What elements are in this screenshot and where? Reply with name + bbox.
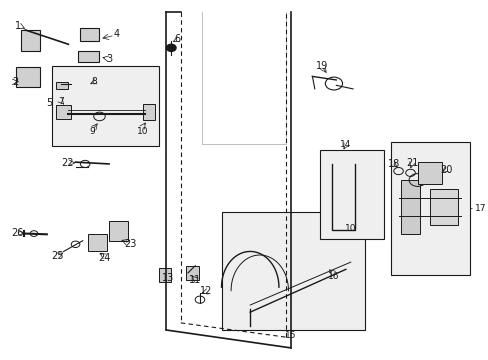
Text: 19: 19 xyxy=(315,61,327,71)
Bar xyxy=(390,143,469,275)
Text: 15: 15 xyxy=(285,331,296,340)
Text: 8: 8 xyxy=(92,77,98,86)
Text: 5: 5 xyxy=(46,98,52,108)
Text: 20: 20 xyxy=(439,165,452,175)
Bar xyxy=(109,221,128,241)
Text: 21: 21 xyxy=(405,158,417,168)
Text: 16: 16 xyxy=(327,272,339,281)
Bar xyxy=(400,180,419,234)
Circle shape xyxy=(30,231,38,237)
Text: 11: 11 xyxy=(189,275,201,285)
Text: 25: 25 xyxy=(52,251,64,261)
Text: 9: 9 xyxy=(89,127,95,136)
Text: 13: 13 xyxy=(162,273,174,283)
Bar xyxy=(52,66,159,146)
Circle shape xyxy=(166,44,176,51)
Text: 7: 7 xyxy=(58,97,64,106)
Text: 18: 18 xyxy=(387,159,399,169)
Text: 1: 1 xyxy=(15,21,21,31)
Text: 17: 17 xyxy=(474,204,486,213)
Bar xyxy=(142,104,154,120)
Bar xyxy=(221,212,365,330)
Text: 22: 22 xyxy=(61,158,74,168)
Text: 23: 23 xyxy=(124,239,137,249)
Bar xyxy=(429,189,457,225)
Bar xyxy=(185,266,199,280)
Text: 12: 12 xyxy=(200,287,212,296)
Bar xyxy=(56,105,71,119)
Text: 26: 26 xyxy=(11,228,23,238)
Text: 6: 6 xyxy=(174,34,180,44)
Text: 10: 10 xyxy=(137,127,148,136)
Text: 3: 3 xyxy=(106,54,112,64)
Text: 10: 10 xyxy=(344,224,356,233)
Text: 2: 2 xyxy=(13,77,19,87)
Bar xyxy=(87,234,106,251)
Bar xyxy=(20,30,40,51)
Bar xyxy=(319,150,384,239)
Bar xyxy=(159,267,171,282)
Bar xyxy=(56,82,68,89)
Bar xyxy=(417,162,441,184)
Bar xyxy=(80,28,99,41)
Text: 24: 24 xyxy=(98,252,110,262)
Text: 14: 14 xyxy=(340,140,351,149)
Bar xyxy=(16,67,40,87)
Bar xyxy=(78,51,99,62)
Text: 4: 4 xyxy=(113,28,119,39)
